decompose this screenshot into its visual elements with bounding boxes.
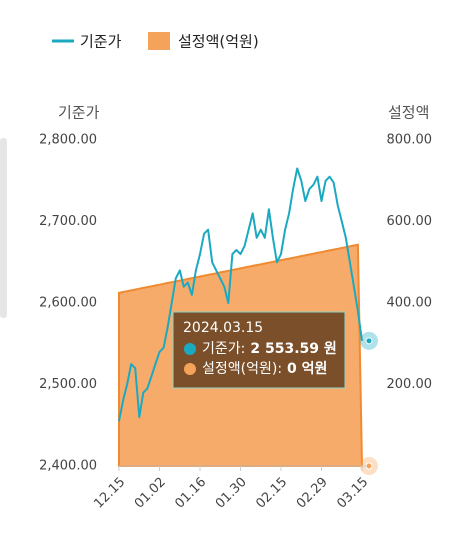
tooltip-dot — [184, 363, 196, 375]
legend-swatch — [148, 32, 170, 50]
tooltip-label: 기준가: — [202, 341, 245, 357]
x-tick-label: 02.29 — [294, 475, 331, 512]
y2-tick-label: 200.00 — [387, 377, 433, 392]
legend-label: 기준가 — [80, 33, 122, 51]
highlight-point — [365, 337, 373, 345]
tooltip-row: 설정액(억원): 0 억원 — [202, 361, 327, 377]
y-tick-label: 2,600.00 — [39, 296, 97, 311]
y2-tick-label: 600.00 — [387, 214, 433, 229]
tooltip-box — [172, 311, 346, 389]
tooltip-label: 설정액(억원): — [202, 361, 282, 377]
y2-axis-title: 설정액 — [388, 104, 429, 122]
x-tick-label: 02.15 — [253, 475, 290, 512]
y-tick-label: 2,500.00 — [39, 377, 97, 392]
x-tick-label: 01.16 — [172, 475, 209, 512]
x-tick-label: 01.02 — [132, 475, 169, 512]
y-tick-label: 2,400.00 — [39, 459, 97, 474]
tooltip-row: 기준가: 2 553.59 원 — [202, 341, 337, 357]
tooltip-title: 2024.03.15 — [183, 320, 263, 336]
line-layer — [118, 167, 363, 422]
x-tick-label: 01.30 — [213, 475, 250, 512]
y-tick-label: 2,700.00 — [39, 214, 97, 229]
x-tick-label: 12.15 — [91, 475, 128, 512]
y2-tick-label: 400.00 — [387, 296, 433, 311]
tooltip-dot — [184, 343, 196, 355]
y2-tick-label: 800.00 — [387, 133, 433, 148]
y-tick-label: 2,800.00 — [39, 133, 97, 148]
x-tick-label: 03.15 — [334, 475, 371, 512]
line — [118, 167, 363, 422]
tooltip-value: 0 억원 — [287, 361, 327, 377]
tooltip-value: 2 553.59 원 — [250, 341, 336, 357]
legend-label: 설정액(억원) — [178, 33, 259, 51]
side-tab — [0, 138, 7, 318]
y-axis-title: 기준가 — [58, 104, 100, 122]
